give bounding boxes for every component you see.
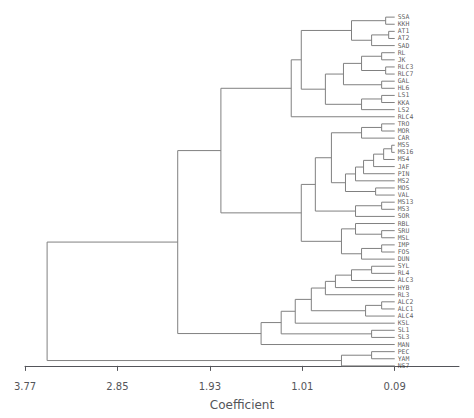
svg-text:1.01: 1.01 bbox=[291, 381, 313, 392]
svg-text:IMP: IMP bbox=[397, 240, 410, 249]
svg-text:AT2: AT2 bbox=[397, 34, 410, 43]
svg-text:MS4: MS4 bbox=[397, 155, 410, 164]
svg-text:MS13: MS13 bbox=[397, 198, 414, 207]
svg-text:MSL: MSL bbox=[397, 233, 410, 242]
svg-text:RLC7: RLC7 bbox=[397, 70, 414, 79]
svg-text:LS1: LS1 bbox=[397, 91, 410, 100]
svg-text:PEC: PEC bbox=[397, 347, 410, 356]
svg-text:SSA: SSA bbox=[397, 13, 410, 22]
svg-text:DUN: DUN bbox=[397, 255, 410, 264]
svg-text:CAR: CAR bbox=[397, 134, 410, 143]
svg-text:KKH: KKH bbox=[397, 20, 410, 29]
svg-text:1.93: 1.93 bbox=[199, 381, 221, 392]
svg-text:RBL: RBL bbox=[397, 219, 410, 228]
svg-text:KKA: KKA bbox=[397, 98, 410, 107]
svg-text:FOS: FOS bbox=[397, 248, 410, 256]
svg-text:Coefficient: Coefficient bbox=[210, 398, 275, 412]
svg-text:SL3: SL3 bbox=[397, 333, 410, 342]
svg-text:RLC3: RLC3 bbox=[397, 62, 414, 71]
svg-text:AT1: AT1 bbox=[397, 27, 410, 36]
svg-text:SYL: SYL bbox=[397, 262, 410, 271]
svg-text:ALC4: ALC4 bbox=[397, 312, 414, 321]
svg-text:RL3: RL3 bbox=[397, 290, 410, 299]
svg-text:ALC2: ALC2 bbox=[397, 297, 414, 306]
svg-text:RL4: RL4 bbox=[397, 269, 410, 278]
svg-text:MS5: MS5 bbox=[397, 141, 410, 150]
svg-text:SL1: SL1 bbox=[397, 326, 410, 335]
svg-text:HYB: HYB bbox=[397, 283, 410, 292]
svg-text:RLC4: RLC4 bbox=[397, 112, 414, 121]
svg-text:0.09: 0.09 bbox=[384, 381, 406, 392]
svg-text:SRU: SRU bbox=[397, 226, 410, 235]
svg-text:YAM: YAM bbox=[397, 354, 410, 363]
svg-text:SOR: SOR bbox=[397, 212, 410, 221]
svg-text:ALC1: ALC1 bbox=[397, 304, 414, 313]
svg-text:2.85: 2.85 bbox=[106, 381, 128, 392]
svg-text:KSL: KSL bbox=[397, 319, 410, 328]
svg-text:PIN: PIN bbox=[397, 169, 410, 178]
svg-text:MS3: MS3 bbox=[397, 205, 410, 214]
svg-text:JK: JK bbox=[397, 55, 406, 64]
svg-text:LS2: LS2 bbox=[397, 105, 410, 114]
svg-text:VAL: VAL bbox=[397, 191, 410, 200]
svg-text:SAD: SAD bbox=[397, 41, 410, 50]
svg-text:MOR: MOR bbox=[397, 127, 410, 135]
svg-text:JAF: JAF bbox=[397, 162, 410, 171]
svg-text:MAN: MAN bbox=[397, 340, 410, 349]
svg-text:TRO: TRO bbox=[397, 119, 410, 128]
svg-text:NS7: NS7 bbox=[398, 362, 410, 370]
svg-text:MS2: MS2 bbox=[397, 176, 410, 185]
svg-text:ALC3: ALC3 bbox=[397, 276, 414, 285]
svg-text:MS16: MS16 bbox=[397, 148, 414, 157]
svg-text:MOS: MOS bbox=[397, 183, 410, 192]
svg-text:RL: RL bbox=[397, 48, 406, 57]
svg-text:GAL: GAL bbox=[397, 77, 410, 86]
svg-text:HL6: HL6 bbox=[397, 84, 410, 93]
svg-text:3.77: 3.77 bbox=[14, 381, 36, 392]
